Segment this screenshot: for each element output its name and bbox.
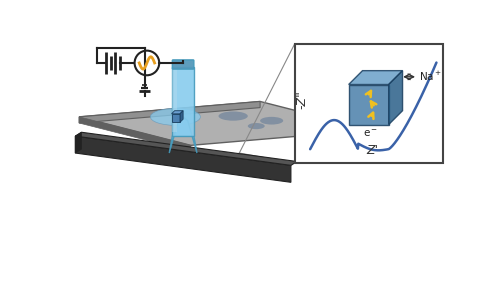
Ellipse shape	[342, 113, 409, 128]
Ellipse shape	[248, 123, 264, 129]
Text: e$^-$: e$^-$	[363, 128, 378, 139]
Ellipse shape	[218, 112, 248, 121]
Ellipse shape	[150, 108, 200, 125]
Polygon shape	[169, 117, 197, 153]
Polygon shape	[348, 70, 403, 85]
Polygon shape	[348, 85, 389, 124]
Text: -Z": -Z"	[295, 90, 308, 109]
Polygon shape	[172, 67, 177, 132]
Polygon shape	[76, 132, 82, 153]
Circle shape	[134, 51, 159, 75]
Polygon shape	[172, 114, 180, 122]
Bar	[295, 44, 442, 163]
Polygon shape	[388, 70, 402, 124]
Polygon shape	[79, 101, 372, 145]
Polygon shape	[180, 111, 183, 122]
Polygon shape	[79, 117, 191, 152]
Polygon shape	[76, 132, 297, 165]
Ellipse shape	[260, 117, 283, 124]
Polygon shape	[172, 111, 183, 114]
Polygon shape	[76, 136, 291, 182]
Text: Na$^+$: Na$^+$	[420, 70, 442, 83]
Text: Z': Z'	[366, 144, 378, 157]
FancyBboxPatch shape	[172, 60, 194, 69]
Polygon shape	[79, 101, 260, 123]
Polygon shape	[172, 67, 194, 136]
